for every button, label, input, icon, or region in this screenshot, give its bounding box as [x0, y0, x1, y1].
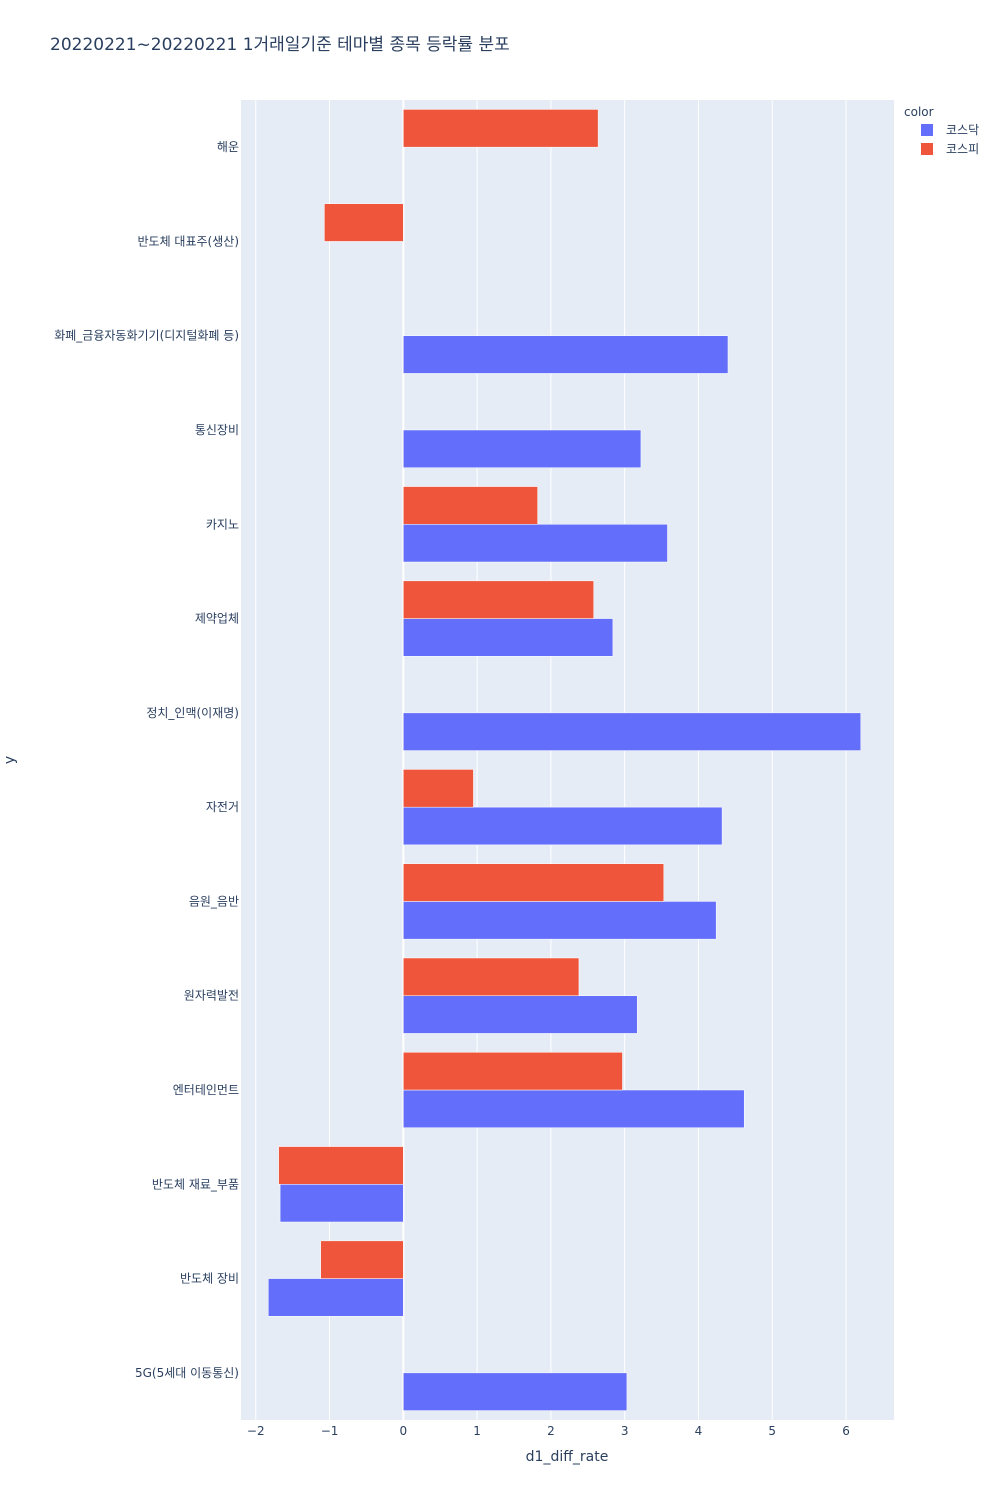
bar-kosdaq [403, 335, 729, 374]
y-axis-title: y [2, 756, 18, 764]
bar-kospi [278, 1146, 404, 1185]
y-tick-label: 통신장비 [195, 423, 239, 437]
x-tick-label: 0 [400, 1424, 408, 1438]
gridlines [255, 100, 847, 1420]
bar-kosdaq [268, 1278, 404, 1317]
x-tick-label: 6 [842, 1424, 850, 1438]
bar-kospi [403, 863, 665, 902]
bar-kosdaq [279, 1184, 404, 1223]
y-tick-label: 반도체 대표주(생산) [138, 234, 240, 248]
bar-kospi [320, 1240, 404, 1279]
x-axis-title: d1_diff_rate [526, 1449, 609, 1465]
bar-kospi [403, 957, 580, 996]
y-tick-label: 음원_음반 [189, 894, 239, 908]
y-tick-label: 자전거 [206, 800, 239, 814]
legend-label: 코스피 [946, 142, 979, 156]
legend-swatch [921, 143, 933, 155]
bar-kosdaq [403, 524, 668, 563]
x-tick-label: 3 [621, 1424, 629, 1438]
y-tick-label: 정치_인맥(이재명) [146, 706, 239, 720]
bar-kospi [324, 203, 404, 242]
y-tick-label: 해운 [217, 140, 239, 154]
y-tick-label: 엔터테인먼트 [173, 1083, 239, 1097]
y-tick-label: 반도체 장비 [180, 1272, 239, 1286]
bar-kospi [403, 580, 594, 619]
bar-kospi [403, 486, 538, 525]
bar-kosdaq [403, 806, 723, 846]
legend-swatch [921, 124, 933, 136]
x-tick-labels: −2 −1 0 1 2 3 4 5 6 [247, 1424, 850, 1438]
y-tick-label: 원자력발전 [184, 989, 239, 1003]
y-tick-label: 카지노 [206, 517, 239, 531]
legend-label: 코스닥 [946, 123, 979, 137]
x-tick-label: −1 [321, 1424, 339, 1438]
x-tick-label: 5 [768, 1424, 776, 1438]
x-tick-label: 4 [695, 1424, 703, 1438]
bar-kospi [403, 769, 474, 808]
bar-kosdaq [403, 995, 638, 1034]
y-tick-label: 제약업체 [195, 611, 239, 626]
legend-title: color [904, 105, 934, 119]
bar-kospi [403, 1052, 623, 1091]
bar-kosdaq [403, 1372, 628, 1411]
y-tick-label: 화폐_금융자동화기기(디지털화폐 등) [54, 329, 239, 343]
y-tick-label: 5G(5세대 이동통신) [135, 1366, 239, 1380]
x-tick-label: −2 [247, 1424, 265, 1438]
bar-kospi [403, 109, 599, 148]
bar-kosdaq [403, 618, 614, 657]
chart-title: 20220221~20220221 1거래일기준 테마별 종목 등락률 분포 [50, 35, 510, 55]
bar-kosdaq [403, 712, 862, 751]
bar-kosdaq [403, 1089, 745, 1128]
bars [268, 109, 862, 1411]
bar-kosdaq [403, 429, 642, 468]
bar-kosdaq [403, 901, 717, 940]
y-tick-label: 반도체 재료_부품 [152, 1177, 239, 1191]
x-tick-label: 2 [547, 1424, 555, 1438]
x-tick-label: 1 [473, 1424, 481, 1438]
